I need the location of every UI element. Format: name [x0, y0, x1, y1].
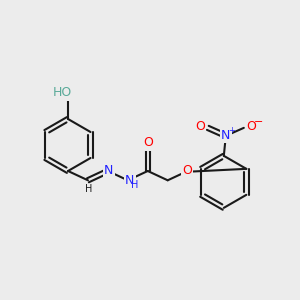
Text: N: N [221, 129, 230, 142]
Text: H: H [85, 184, 93, 194]
Text: HO: HO [52, 86, 72, 100]
Text: −: − [254, 117, 263, 127]
Text: H: H [131, 180, 139, 190]
Text: +: + [228, 126, 235, 135]
Text: N: N [104, 164, 114, 176]
Text: O: O [182, 164, 192, 177]
Text: O: O [195, 120, 205, 133]
Text: O: O [246, 120, 256, 133]
Text: O: O [143, 136, 153, 149]
Text: N: N [125, 174, 134, 187]
